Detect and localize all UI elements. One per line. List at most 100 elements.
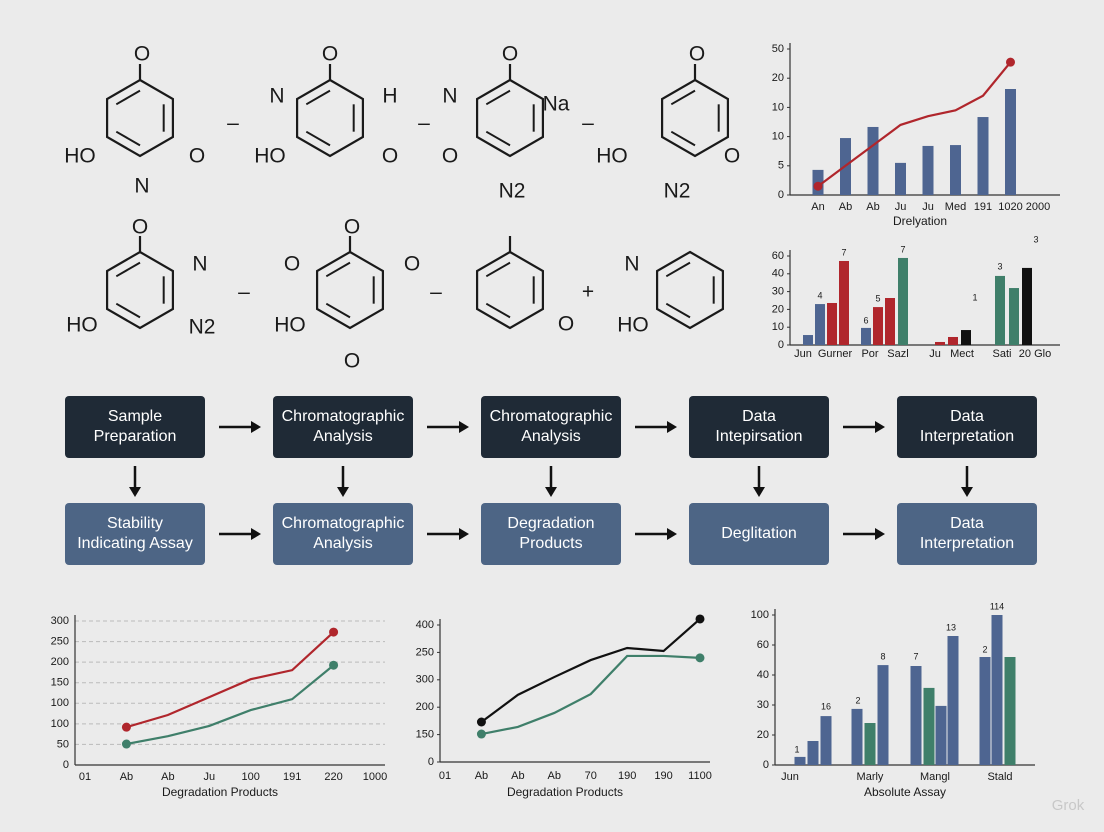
process-box bbox=[689, 503, 829, 565]
process-label: Analysis bbox=[521, 428, 581, 445]
data-annotation: 7 bbox=[913, 651, 918, 661]
x-tick-label: Ju bbox=[895, 201, 907, 213]
line bbox=[817, 61, 1012, 188]
x-tick-label: 1000 bbox=[363, 771, 387, 783]
atom-label: H bbox=[382, 85, 397, 108]
data-annotation: 3 bbox=[1033, 234, 1038, 244]
x-tick-label: 191 bbox=[283, 771, 301, 783]
x-tick-label: Ab bbox=[866, 201, 879, 213]
data-annotation: 8 bbox=[880, 651, 885, 661]
atom-label: N bbox=[192, 253, 207, 276]
line-end-marker bbox=[476, 729, 486, 739]
x-tick-label: 190 bbox=[618, 770, 636, 782]
y-tick-label: 0 bbox=[63, 759, 69, 771]
bar bbox=[1022, 267, 1032, 345]
y-tick-label: 200 bbox=[416, 701, 434, 713]
ring bbox=[475, 250, 545, 330]
data-annotation: 16 bbox=[821, 701, 831, 711]
y-tick-label: 100 bbox=[51, 718, 69, 730]
process-label: Data bbox=[950, 515, 984, 532]
atom-label: O bbox=[558, 313, 574, 336]
y-tick-label: 100 bbox=[51, 697, 69, 709]
x-tick-label: Jun bbox=[781, 771, 799, 783]
y-tick-label: 40 bbox=[772, 268, 784, 280]
arrow-head bbox=[251, 528, 261, 540]
double-bond bbox=[485, 89, 511, 106]
data-annotation: 2 bbox=[982, 644, 987, 654]
separator: – bbox=[582, 112, 594, 135]
separator: – bbox=[238, 281, 250, 304]
double-bond bbox=[325, 261, 351, 278]
atom-label: HO bbox=[274, 314, 306, 337]
x-tick-label: 2000 bbox=[1026, 201, 1050, 213]
atom-label: O bbox=[284, 253, 300, 276]
bar bbox=[803, 335, 813, 345]
x-tick-label: 220 bbox=[324, 771, 342, 783]
data-annotation: 7 bbox=[900, 244, 905, 254]
bar bbox=[807, 741, 819, 765]
atom-label: O bbox=[689, 43, 705, 66]
arrow-head bbox=[667, 421, 677, 433]
data-annotation: 5 bbox=[875, 293, 880, 303]
double-bond bbox=[305, 130, 331, 147]
line-end-marker bbox=[476, 717, 486, 727]
atom-label: N bbox=[624, 253, 639, 276]
process-label: Sample bbox=[108, 408, 162, 425]
data-annotation: 3 bbox=[997, 261, 1002, 271]
arrow-head bbox=[337, 487, 349, 497]
atom-label: N bbox=[134, 175, 149, 198]
bar bbox=[910, 666, 922, 765]
x-tick-label: Med bbox=[945, 201, 966, 213]
y-tick-label: 50 bbox=[57, 738, 69, 750]
ring bbox=[655, 250, 725, 330]
atom-label: O bbox=[404, 253, 420, 276]
y-tick-label: 200 bbox=[51, 656, 69, 668]
double-bond bbox=[115, 130, 141, 147]
double-bond bbox=[305, 89, 331, 106]
x-tick-label: 01 bbox=[79, 771, 91, 783]
process-label: Chromatographic bbox=[282, 515, 405, 532]
x-tick-label: 20 Glo bbox=[1019, 348, 1051, 360]
ring bbox=[105, 250, 175, 330]
atom-label: N2 bbox=[664, 180, 691, 203]
double-bond bbox=[665, 302, 691, 319]
data-annotation: 2 bbox=[855, 695, 860, 705]
separator: – bbox=[430, 281, 442, 304]
y-tick-label: 150 bbox=[416, 729, 434, 741]
atom-label: N bbox=[269, 85, 284, 108]
arrow-head bbox=[459, 528, 469, 540]
x-axis-label: Drelyation bbox=[893, 214, 947, 228]
bar bbox=[820, 716, 832, 765]
arrow-head bbox=[129, 487, 141, 497]
process-box bbox=[65, 396, 205, 458]
process-label: Analysis bbox=[313, 428, 373, 445]
y-tick-label: 0 bbox=[778, 339, 784, 351]
y-tick-label: 400 bbox=[416, 619, 434, 631]
y-tick-label: 100 bbox=[751, 609, 769, 621]
watermark: Grok bbox=[1052, 797, 1085, 814]
line-end-marker bbox=[121, 739, 131, 749]
process-label: Stability bbox=[107, 515, 163, 532]
x-tick-label: 1020 bbox=[998, 201, 1022, 213]
atom-label: HO bbox=[617, 314, 649, 337]
process-label: Preparation bbox=[94, 428, 177, 445]
x-tick-label: Sati bbox=[993, 348, 1012, 360]
bar bbox=[947, 636, 959, 765]
ring bbox=[105, 78, 175, 158]
data-annotation: 6 bbox=[863, 315, 868, 325]
double-bond bbox=[670, 130, 696, 147]
separator: – bbox=[418, 112, 430, 135]
line bbox=[481, 654, 701, 736]
bar bbox=[851, 708, 863, 765]
process-label: Products bbox=[519, 535, 582, 552]
x-tick-label: Ab bbox=[120, 771, 133, 783]
line-end-marker bbox=[329, 660, 339, 670]
atom-label: Na bbox=[543, 93, 570, 116]
ring bbox=[475, 78, 545, 158]
atom-label: HO bbox=[596, 145, 628, 168]
bar bbox=[867, 126, 879, 195]
bar bbox=[794, 756, 806, 765]
line-end-marker bbox=[695, 614, 705, 624]
process-box bbox=[689, 396, 829, 458]
